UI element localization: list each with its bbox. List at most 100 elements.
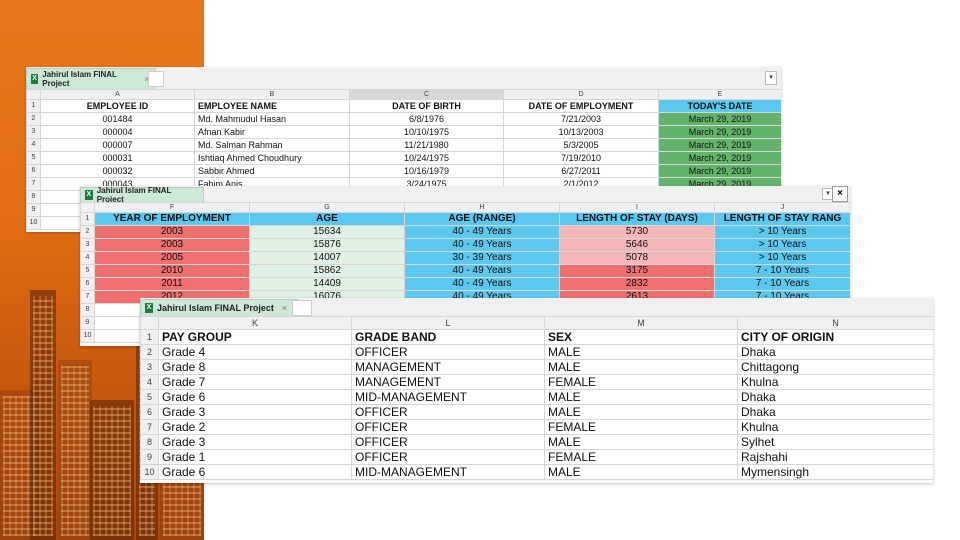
row-number[interactable]: 7 <box>80 290 95 304</box>
cell[interactable]: 5646 <box>559 238 715 252</box>
select-all-corner[interactable] <box>26 89 41 100</box>
cell[interactable]: Mymensingh <box>737 464 933 480</box>
row-number[interactable]: 8 <box>26 190 41 204</box>
cell[interactable]: Grade 6 <box>158 464 352 480</box>
column-header[interactable]: M <box>544 316 738 330</box>
cell[interactable]: OFFICER <box>351 419 545 435</box>
header-cell[interactable]: YEAR OF EMPLOYMENT <box>94 212 250 226</box>
cell[interactable]: 6/27/2011 <box>503 164 659 178</box>
cell[interactable]: Dhaka <box>737 404 933 420</box>
cell[interactable]: 40 - 49 Years <box>404 238 560 252</box>
cell[interactable]: 2832 <box>559 277 715 291</box>
row-number[interactable]: 2 <box>26 112 41 126</box>
row-number[interactable]: 3 <box>26 125 41 139</box>
cell[interactable]: 6/8/1976 <box>349 112 504 126</box>
cell[interactable]: OFFICER <box>351 449 545 465</box>
cell[interactable]: Grade 6 <box>158 389 352 405</box>
cell[interactable]: 2003 <box>94 225 250 239</box>
row-number[interactable]: 9 <box>80 316 95 330</box>
cell[interactable]: Grade 2 <box>158 419 352 435</box>
cell[interactable]: 2010 <box>94 264 250 278</box>
close-icon[interactable]: × <box>832 186 848 202</box>
cell[interactable]: 000031 <box>40 151 195 165</box>
row-number[interactable]: 2 <box>140 344 159 360</box>
header-cell[interactable]: GRADE BAND <box>351 329 545 345</box>
row-number[interactable]: 3 <box>140 359 159 375</box>
cell[interactable]: Dhaka <box>737 344 933 360</box>
header-cell[interactable]: LENGTH OF STAY (DAYS) <box>559 212 715 226</box>
cell[interactable]: 5078 <box>559 251 715 265</box>
cell[interactable]: 7 - 10 Years <box>714 277 850 291</box>
header-cell[interactable]: EMPLOYEE ID <box>40 99 195 113</box>
row-number[interactable]: 5 <box>140 389 159 405</box>
header-cell[interactable]: LENGTH OF STAY RANG <box>714 212 850 226</box>
workbook-tab[interactable]: X Jahirul Islam FINAL Project <box>80 186 204 204</box>
cell[interactable]: 11/21/1980 <box>349 138 504 152</box>
cell[interactable]: > 10 Years <box>714 238 850 252</box>
column-header[interactable]: D <box>503 89 659 100</box>
cell[interactable]: 7 - 10 Years <box>714 264 850 278</box>
cell[interactable]: 15862 <box>249 264 405 278</box>
cell[interactable]: Md. Salman Rahman <box>194 138 350 152</box>
cell[interactable]: MANAGEMENT <box>351 374 545 390</box>
cell[interactable]: 40 - 49 Years <box>404 225 560 239</box>
cell[interactable]: Sabbir Ahmed <box>194 164 350 178</box>
cell[interactable]: OFFICER <box>351 344 545 360</box>
row-number[interactable]: 10 <box>80 329 95 343</box>
cell[interactable]: Grade 3 <box>158 404 352 420</box>
row-number[interactable]: 9 <box>26 203 41 217</box>
header-cell[interactable]: AGE <box>249 212 405 226</box>
row-number[interactable]: 1 <box>140 329 159 345</box>
cell[interactable]: 2005 <box>94 251 250 265</box>
row-number[interactable]: 5 <box>26 151 41 165</box>
column-header[interactable]: H <box>404 202 560 213</box>
cell[interactable]: 10/10/1975 <box>349 125 504 139</box>
row-number[interactable]: 4 <box>26 138 41 152</box>
cell[interactable]: 2003 <box>94 238 250 252</box>
cell[interactable]: MALE <box>544 359 738 375</box>
header-cell[interactable]: DATE OF BIRTH <box>349 99 504 113</box>
cell[interactable]: 14007 <box>249 251 405 265</box>
cell[interactable]: Khulna <box>737 419 933 435</box>
cell[interactable]: 40 - 49 Years <box>404 264 560 278</box>
cell[interactable]: Grade 1 <box>158 449 352 465</box>
header-cell[interactable]: AGE (RANGE) <box>404 212 560 226</box>
cell[interactable]: OFFICER <box>351 434 545 450</box>
cell[interactable]: 001484 <box>40 112 195 126</box>
cell[interactable]: 14409 <box>249 277 405 291</box>
column-header[interactable]: K <box>158 316 352 330</box>
cell[interactable]: 5/3/2005 <box>503 138 659 152</box>
row-number[interactable]: 8 <box>140 434 159 450</box>
cell[interactable]: FEMALE <box>544 419 738 435</box>
header-cell[interactable]: SEX <box>544 329 738 345</box>
cell[interactable]: 7/21/2003 <box>503 112 659 126</box>
cell[interactable]: March 29, 2019 <box>658 138 781 152</box>
cell[interactable]: MALE <box>544 404 738 420</box>
cell[interactable]: 10/13/2003 <box>503 125 659 139</box>
header-cell[interactable]: DATE OF EMPLOYMENT <box>503 99 659 113</box>
row-number[interactable]: 3 <box>80 238 95 252</box>
new-tab-button[interactable] <box>292 300 312 316</box>
cell[interactable]: 2011 <box>94 277 250 291</box>
cell[interactable]: OFFICER <box>351 404 545 420</box>
column-header[interactable]: A <box>40 89 195 100</box>
row-number[interactable]: 4 <box>80 251 95 265</box>
row-number[interactable]: 10 <box>140 464 159 480</box>
cell[interactable]: 3175 <box>559 264 715 278</box>
column-header[interactable]: B <box>194 89 350 100</box>
column-header[interactable]: L <box>351 316 545 330</box>
cell[interactable]: MID-MANAGEMENT <box>351 389 545 405</box>
cell[interactable]: 15876 <box>249 238 405 252</box>
cell[interactable]: 10/24/1975 <box>349 151 504 165</box>
header-cell[interactable]: EMPLOYEE NAME <box>194 99 350 113</box>
cell[interactable]: 15634 <box>249 225 405 239</box>
row-number[interactable]: 6 <box>140 404 159 420</box>
select-all-corner[interactable] <box>140 316 159 330</box>
cell[interactable]: 30 - 39 Years <box>404 251 560 265</box>
cell[interactable]: Md. Mahmudul Hasan <box>194 112 350 126</box>
cell[interactable]: Chittagong <box>737 359 933 375</box>
cell[interactable]: Grade 4 <box>158 344 352 360</box>
cell[interactable]: Ishtiaq Ahmed Choudhury <box>194 151 350 165</box>
cell[interactable]: 000007 <box>40 138 195 152</box>
cell[interactable]: March 29, 2019 <box>658 125 781 139</box>
